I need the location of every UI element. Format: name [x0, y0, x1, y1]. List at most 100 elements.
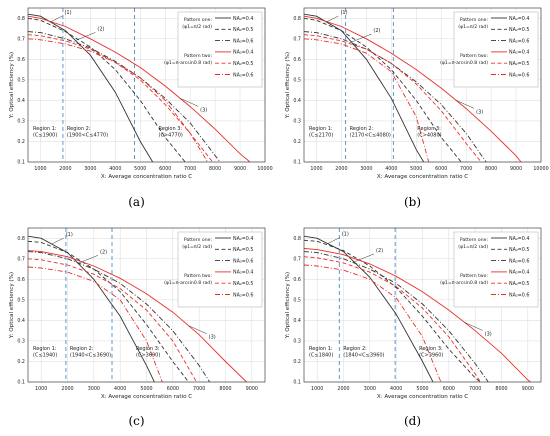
- chart-panel-b: 1000 2000 3000 4000 5000 6000 7000 8000 9000 1000…: [285, 7, 549, 180]
- curve-label-leader: [50, 15, 63, 23]
- chart-panel-a: 1000 2000 3000 4000 5000 6000 7000 8000 9000 1000…: [9, 7, 273, 180]
- legend: Pattern one:(φ1=π/2 rad) Pattern two:(φ1=…: [440, 11, 539, 88]
- region-3-label: (C>4080): [417, 133, 441, 139]
- x-axis-label: X: Average concentration ratio C: [377, 394, 468, 400]
- x-tick-label: 7000: [460, 166, 472, 172]
- series-line-6: [304, 264, 442, 382]
- curve-label-2: (2): [97, 26, 104, 32]
- legend-group-label: (φ1=π-arcsin0.8 rad): [164, 60, 212, 66]
- y-tick-label: 0.6: [17, 277, 25, 283]
- x-tick-label: 5000: [140, 386, 152, 392]
- panel-label-d: (d): [403, 414, 422, 428]
- panel-b: 1000 2000 3000 4000 5000 6000 7000 8000 9000 1000…: [276, 0, 549, 214]
- curve-label-1: (1): [66, 232, 73, 238]
- series-line-5: [28, 258, 197, 382]
- y-axis-label: Y: Optical efficiency (%): [9, 52, 15, 119]
- legend: Pattern one:(φ1=π/2 rad) Pattern two:(φ1=…: [164, 231, 263, 308]
- x-tick-label: 1000: [311, 386, 323, 392]
- legend-group-label: Pattern one:: [460, 17, 489, 23]
- y-tick-label: 0.8: [293, 236, 301, 242]
- y-tick-label: 0.6: [293, 57, 301, 63]
- x-tick-label: 3000: [84, 166, 96, 172]
- x-tick-label: 5000: [416, 386, 428, 392]
- x-tick-label: 3000: [88, 386, 100, 392]
- x-tick-label: 7000: [469, 386, 481, 392]
- legend-entry: NA₂=0.4: [233, 16, 253, 22]
- curve-label-3: (3): [476, 109, 483, 115]
- x-tick-label: 4000: [390, 386, 402, 392]
- series-line-4: [304, 248, 531, 382]
- region-2-label: Region 2:: [343, 346, 367, 352]
- region-3-label: Region 3:: [417, 126, 441, 132]
- x-tick-label: 6000: [167, 386, 179, 392]
- y-tick-label: 0.1: [293, 160, 301, 166]
- region-3-label: (C>3690): [136, 353, 160, 359]
- x-tick-label: 5000: [410, 166, 422, 172]
- x-tick-label: 4000: [385, 166, 397, 172]
- x-axis-label: X: Average concentration ratio C: [101, 394, 192, 400]
- x-tick-label: 9000: [522, 386, 534, 392]
- panel-d: 1000 2000 3000 4000 5000 6000 7000 8000 9000 0.1 0…: [276, 220, 549, 434]
- x-axis-label: X: Average concentration ratio C: [101, 174, 192, 180]
- x-tick-label: 7000: [193, 386, 205, 392]
- y-tick-label: 0.1: [17, 380, 25, 386]
- x-tick-label: 4000: [114, 386, 126, 392]
- curve-label-leader: [75, 32, 96, 41]
- curve-label-leader: [188, 325, 207, 334]
- x-tick-label: 3000: [364, 386, 376, 392]
- region-3-label: Region 3:: [419, 346, 443, 352]
- x-tick-label: 3000: [360, 166, 372, 172]
- x-tick-label: 2000: [337, 386, 349, 392]
- legend-group-label: Pattern two:: [460, 53, 488, 59]
- chart-panel-c: 1000 2000 3000 4000 5000 6000 7000 8000 9000 0.1 0…: [9, 227, 266, 400]
- y-tick-label: 0.1: [293, 380, 301, 386]
- region-2-label: (1840<C≤3960): [343, 353, 384, 359]
- y-tick-label: 0.6: [17, 57, 25, 63]
- series-line-3: [28, 251, 211, 382]
- panel-label-a: (a): [128, 195, 145, 209]
- x-tick-label: 8000: [219, 386, 231, 392]
- curve-label-leader: [351, 33, 372, 43]
- legend-group-label: (φ1=π-arcsin0.8 rad): [440, 60, 488, 66]
- legend-entry: NA₂=0.5: [233, 27, 253, 33]
- curve-label-1: (1): [342, 232, 349, 238]
- x-tick-label: 10000: [533, 166, 548, 172]
- series-line-5: [304, 256, 481, 382]
- legend-entry: NA₂=0.5: [233, 247, 253, 253]
- legend-group-label: Pattern two:: [184, 53, 212, 59]
- panel-c: 1000 2000 3000 4000 5000 6000 7000 8000 9000 0.1 0…: [0, 220, 273, 434]
- legend-group-label: Pattern two:: [184, 273, 212, 279]
- curve-label-leader: [51, 237, 64, 245]
- y-tick-label: 0.8: [293, 16, 301, 22]
- series-line-2: [304, 239, 481, 382]
- legend-entry: NA₂=0.6: [509, 292, 529, 298]
- legend-entry: NA₂=0.6: [233, 72, 253, 78]
- legend-group-label: (φ1=π/2 rad): [458, 244, 488, 250]
- y-axis-label: Y: Optical efficiency (%): [9, 272, 15, 339]
- y-tick-label: 0.4: [293, 98, 301, 104]
- legend-group-label: (φ1=π-arcsin0.8 rad): [440, 280, 488, 286]
- legend-entry: NA₂=0.5: [233, 61, 253, 67]
- series-line-1: [28, 13, 154, 162]
- region-3-label: Region 3:: [136, 346, 160, 352]
- y-tick-label: 0.1: [17, 160, 25, 166]
- x-axis-label: X: Average concentration ratio C: [377, 174, 468, 180]
- plot-frame: [303, 227, 542, 383]
- y-tick-label: 0.2: [293, 139, 301, 145]
- legend-entry: NA₂=0.4: [233, 50, 253, 56]
- y-tick-label: 0.3: [17, 339, 25, 345]
- region-1-label: (C≤1900): [33, 133, 57, 139]
- legend-group-label: (φ1=π-arcsin0.8 rad): [164, 280, 212, 286]
- legend-entry: NA₂=0.6: [509, 258, 529, 264]
- legend-entry: NA₂=0.6: [233, 292, 253, 298]
- region-2-label: Region 2:: [70, 346, 94, 352]
- y-tick-label: 0.7: [293, 257, 301, 263]
- y-tick-label: 0.5: [17, 78, 25, 84]
- legend-entry: NA₂=0.5: [233, 281, 253, 287]
- series-line-1: [28, 235, 155, 382]
- panel-a: 1000 2000 3000 4000 5000 6000 7000 8000 9000 1000…: [0, 0, 273, 214]
- x-tick-label: 8000: [485, 166, 497, 172]
- legend-entry: NA₂=0.4: [233, 236, 253, 242]
- curve-label-3: (3): [200, 107, 207, 113]
- panel-label-c: (c): [128, 414, 145, 428]
